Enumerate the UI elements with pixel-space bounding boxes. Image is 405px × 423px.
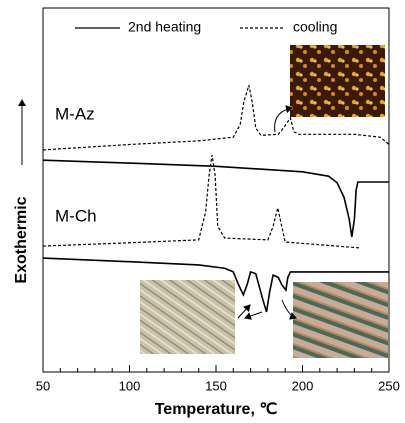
series-line [43, 155, 360, 248]
arrow [238, 305, 250, 318]
micrograph [140, 280, 235, 354]
micrograph [290, 45, 385, 117]
y-axis-label: Exothermic [13, 196, 30, 283]
x-tick-label: 50 [36, 378, 50, 393]
annotation: M-Ch [55, 206, 97, 225]
x-tick-label: 250 [378, 378, 400, 393]
chart: Exothermic Temperature, ℃ 50 100 150 200 250… [0, 0, 405, 423]
legend-label: cooling [293, 19, 337, 35]
arrow [275, 108, 292, 132]
micrograph [293, 282, 388, 358]
x-axis-label: Temperature, ℃ [155, 401, 278, 418]
x-tick-label: 200 [292, 378, 314, 393]
decor [22, 45, 388, 358]
legend-label: 2nd heating [128, 19, 201, 35]
x-tick-label: 100 [119, 378, 141, 393]
x-tick-label: 150 [205, 378, 227, 393]
arrow [245, 312, 262, 318]
annotation: M-Az [55, 104, 95, 123]
